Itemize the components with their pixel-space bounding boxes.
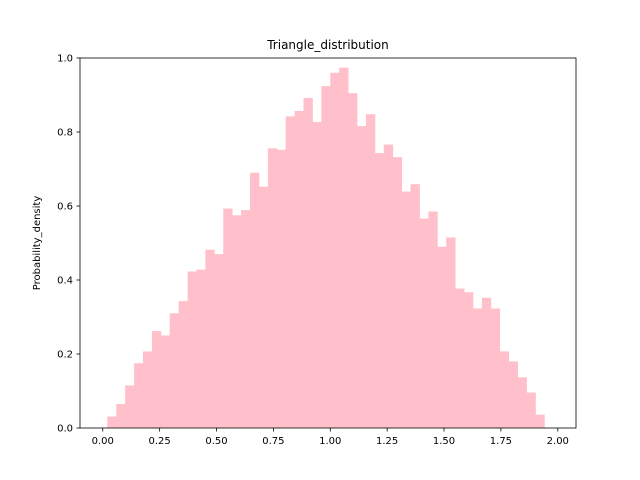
x-tick-label: 1.00 [319,436,341,447]
bars-group [107,67,545,429]
histogram-bar [481,297,492,428]
histogram-bar [428,211,438,428]
x-tick-label: 0.00 [92,436,114,447]
x-axis: 0.00 0.25 0.50 0.75 1.00 1.25 1.50 1.75 2.00 [92,428,569,447]
histogram-bar [187,271,197,428]
y-axis-label: Probability_density [32,196,43,291]
histogram-bar [196,269,206,428]
histogram-bar [392,157,403,428]
histogram-bar [232,215,242,428]
histogram-bar [134,363,144,428]
x-tick-label: 1.25 [376,436,398,447]
histogram-bar [490,308,501,428]
histogram-bar [401,191,411,428]
histogram-bar [205,249,215,428]
plot-frame [79,57,577,429]
x-tick-label: 2.00 [547,436,569,447]
histogram-bar [241,210,251,428]
histogram-bar [267,148,278,428]
x-tick-label: 1.75 [490,436,512,447]
histogram-bar [455,288,465,428]
histogram-bar [169,313,180,428]
histogram-bar [223,208,233,428]
histogram-bar [535,414,545,428]
histogram-bar [276,149,287,428]
y-tick-label: 0.8 [57,128,73,139]
histogram-bar [258,186,269,428]
histogram-bar [116,403,126,428]
y-axis: 0.0 0.2 0.4 0.6 0.8 1.0 [57,54,80,435]
y-tick-label: 0.0 [57,424,73,435]
histogram-bar [365,114,376,429]
x-tick-label: 0.50 [205,436,227,447]
x-tick-label: 0.25 [149,436,171,447]
histogram-bar [312,122,322,428]
histogram-bar [508,361,518,428]
histogram-bar [437,246,447,428]
chart-title: Triangle_distribution [266,38,389,52]
histogram-bar [464,292,474,428]
y-tick-label: 0.6 [57,202,73,213]
x-tick-label: 0.75 [262,436,284,447]
histogram-bar [446,237,456,428]
histogram-bar [151,331,162,428]
histogram-bar [383,144,394,428]
x-tick-label: 1.50 [433,436,455,447]
histogram-bar [125,385,135,428]
histogram-bar [107,416,117,428]
y-tick-label: 0.2 [57,350,73,361]
histogram-bar [303,97,313,429]
histogram-bar [419,218,429,428]
histogram-bar [499,351,510,428]
histogram-bar [339,67,349,429]
histogram-bar [285,116,295,429]
histogram-bar [330,72,340,429]
y-tick-label: 1.0 [57,54,73,65]
histogram-bar [160,335,171,428]
histogram-bar [321,86,331,429]
histogram-bar [214,254,224,428]
histogram-bar [410,184,420,428]
histogram-bar [348,93,358,429]
histogram-bar [374,153,385,428]
histogram-bar [142,351,153,428]
y-tick-label: 0.4 [57,276,73,287]
histogram-bar [517,377,527,428]
histogram-bar [294,110,304,428]
histogram-bar [178,301,188,428]
histogram-bar [472,308,483,428]
histogram-bar [357,126,367,428]
histogram-bar [526,392,536,428]
histogram-bar [250,172,260,428]
